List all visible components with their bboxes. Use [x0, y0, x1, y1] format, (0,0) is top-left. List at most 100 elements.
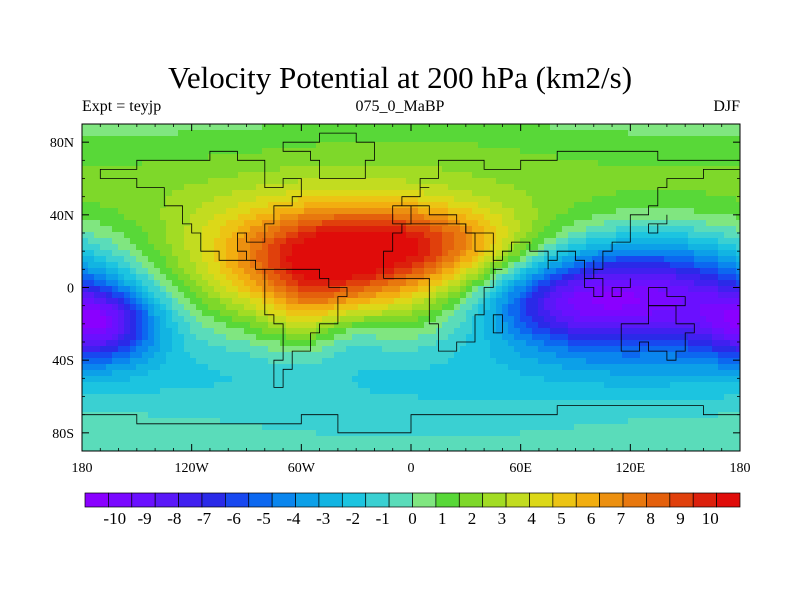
- contour-cell: [286, 136, 293, 143]
- contour-cell: [250, 196, 257, 203]
- contour-cell: [136, 298, 143, 305]
- contour-cell: [346, 148, 353, 155]
- contour-cell: [592, 316, 599, 323]
- contour-cell: [688, 190, 695, 197]
- contour-cell: [370, 160, 377, 167]
- contour-cell: [736, 292, 741, 299]
- contour-cell: [322, 238, 329, 245]
- contour-cell: [400, 136, 407, 143]
- contour-cell: [220, 388, 227, 395]
- contour-cell: [400, 256, 407, 263]
- contour-cell: [100, 160, 107, 167]
- contour-cell: [394, 388, 401, 395]
- contour-cell: [208, 160, 215, 167]
- contour-cell: [670, 340, 677, 347]
- contour-cell: [286, 358, 293, 365]
- contour-cell: [448, 268, 455, 275]
- contour-cell: [136, 268, 143, 275]
- contour-cell: [160, 214, 167, 221]
- contour-cell: [268, 346, 275, 353]
- contour-cell: [214, 220, 221, 227]
- contour-cell: [670, 232, 677, 239]
- contour-cell: [88, 310, 95, 317]
- contour-cell: [232, 292, 239, 299]
- contour-cell: [478, 232, 485, 239]
- contour-cell: [586, 352, 593, 359]
- contour-cell: [454, 160, 461, 167]
- contour-cell: [238, 226, 245, 233]
- contour-cell: [436, 142, 443, 149]
- contour-cell: [526, 232, 533, 239]
- contour-cell: [694, 154, 701, 161]
- contour-cell: [154, 268, 161, 275]
- contour-cell: [124, 364, 131, 371]
- contour-cell: [502, 226, 509, 233]
- contour-cell: [130, 388, 137, 395]
- contour-cell: [220, 250, 227, 257]
- contour-cell: [250, 244, 257, 251]
- contour-cell: [418, 262, 425, 269]
- contour-cell: [262, 172, 269, 179]
- contour-cell: [520, 316, 527, 323]
- contour-cell: [694, 214, 701, 221]
- contour-cell: [142, 136, 149, 143]
- contour-cell: [634, 124, 641, 131]
- contour-cell: [88, 160, 95, 167]
- contour-cell: [358, 298, 365, 305]
- contour-cell: [208, 334, 215, 341]
- contour-cell: [106, 220, 113, 227]
- contour-cell: [382, 310, 389, 317]
- contour-cell: [580, 238, 587, 245]
- contour-cell: [262, 232, 269, 239]
- contour-cell: [136, 352, 143, 359]
- contour-cell: [670, 190, 677, 197]
- contour-cell: [592, 382, 599, 389]
- contour-cell: [256, 130, 263, 137]
- contour-cell: [130, 244, 137, 251]
- contour-cell: [430, 160, 437, 167]
- contour-cell: [496, 346, 503, 353]
- contour-cell: [652, 190, 659, 197]
- contour-cell: [106, 310, 113, 317]
- contour-cell: [616, 190, 623, 197]
- contour-cell: [580, 226, 587, 233]
- contour-cell: [694, 262, 701, 269]
- contour-cell: [142, 298, 149, 305]
- contour-cell: [268, 280, 275, 287]
- contour-cell: [394, 316, 401, 323]
- contour-cell: [640, 268, 647, 275]
- contour-cell: [340, 388, 347, 395]
- contour-cell: [208, 154, 215, 161]
- contour-cell: [94, 370, 101, 377]
- contour-cell: [436, 178, 443, 185]
- contour-cell: [82, 280, 89, 287]
- contour-cell: [670, 130, 677, 137]
- contour-cell: [274, 136, 281, 143]
- contour-cell: [454, 190, 461, 197]
- contour-cell: [154, 160, 161, 167]
- contour-cell: [418, 184, 425, 191]
- contour-cell: [490, 286, 497, 293]
- contour-cell: [136, 292, 143, 299]
- contour-cell: [424, 262, 431, 269]
- contour-cell: [694, 196, 701, 203]
- contour-cell: [88, 256, 95, 263]
- contour-cell: [268, 292, 275, 299]
- contour-cell: [328, 316, 335, 323]
- contour-cell: [700, 256, 707, 263]
- contour-cell: [700, 340, 707, 347]
- contour-cell: [514, 280, 521, 287]
- contour-cell: [256, 166, 263, 173]
- contour-cell: [190, 382, 197, 389]
- contour-cell: [574, 364, 581, 371]
- contour-cell: [124, 376, 131, 383]
- contour-cell: [160, 388, 167, 395]
- contour-cell: [646, 370, 653, 377]
- contour-cell: [160, 370, 167, 377]
- contour-cell: [730, 154, 737, 161]
- contour-cell: [664, 124, 671, 131]
- contour-cell: [442, 304, 449, 311]
- contour-cell: [580, 244, 587, 251]
- contour-cell: [346, 142, 353, 149]
- contour-cell: [280, 292, 287, 299]
